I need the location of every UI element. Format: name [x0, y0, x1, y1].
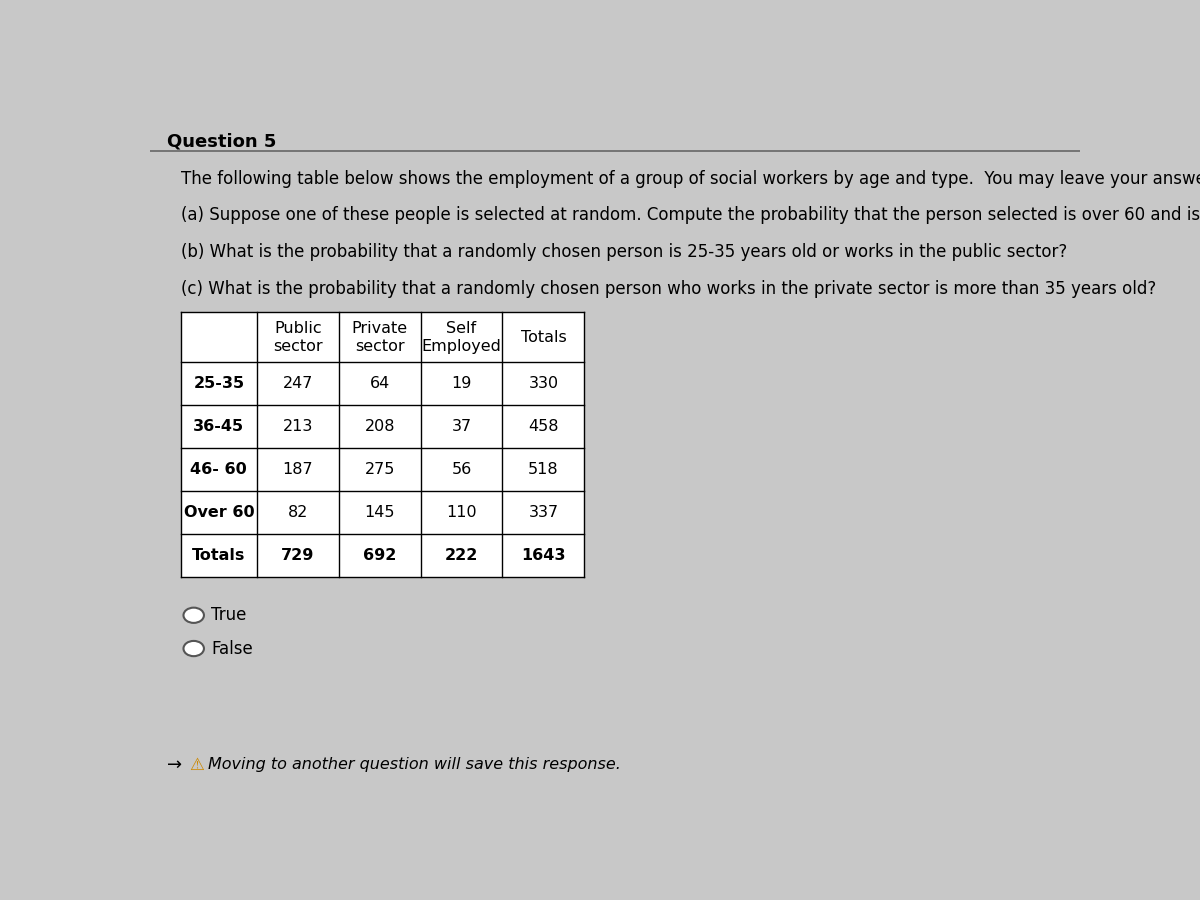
Text: 56: 56: [451, 463, 472, 477]
Text: 330: 330: [528, 376, 558, 392]
Text: 145: 145: [365, 505, 395, 520]
Text: 458: 458: [528, 419, 559, 435]
Text: 275: 275: [365, 463, 395, 477]
Text: →: →: [167, 756, 182, 774]
Text: 1643: 1643: [521, 548, 565, 563]
Text: 247: 247: [283, 376, 313, 392]
Text: ⚠: ⚠: [190, 756, 204, 774]
Text: Totals: Totals: [192, 548, 246, 563]
Text: (c) What is the probability that a randomly chosen person who works in the priva: (c) What is the probability that a rando…: [181, 280, 1156, 298]
Text: True: True: [211, 607, 247, 625]
Text: 213: 213: [283, 419, 313, 435]
Text: 692: 692: [364, 548, 396, 563]
Text: Over 60: Over 60: [184, 505, 254, 520]
Text: The following table below shows the employment of a group of social workers by a: The following table below shows the empl…: [181, 170, 1200, 188]
Text: 64: 64: [370, 376, 390, 392]
Text: 25-35: 25-35: [193, 376, 245, 392]
Circle shape: [184, 608, 204, 623]
Text: 37: 37: [451, 419, 472, 435]
Text: 222: 222: [445, 548, 479, 563]
Text: 208: 208: [365, 419, 395, 435]
Circle shape: [184, 641, 204, 656]
Text: Private
sector: Private sector: [352, 320, 408, 355]
Text: 518: 518: [528, 463, 559, 477]
Text: 187: 187: [282, 463, 313, 477]
Text: Question 5: Question 5: [167, 132, 276, 150]
Text: 19: 19: [451, 376, 472, 392]
Text: (a) Suppose one of these people is selected at random. Compute the probability t: (a) Suppose one of these people is selec…: [181, 206, 1200, 224]
Text: 82: 82: [288, 505, 308, 520]
Text: 110: 110: [446, 505, 476, 520]
Text: False: False: [211, 640, 253, 658]
Text: 36-45: 36-45: [193, 419, 245, 435]
Text: Self
Employed: Self Employed: [421, 320, 502, 355]
Text: (b) What is the probability that a randomly chosen person is 25-35 years old or : (b) What is the probability that a rando…: [181, 243, 1067, 261]
Text: 729: 729: [281, 548, 314, 563]
Text: 46- 60: 46- 60: [191, 463, 247, 477]
Text: Totals: Totals: [521, 330, 566, 345]
Bar: [181, 312, 584, 577]
Text: 337: 337: [528, 505, 558, 520]
Text: Moving to another question will save this response.: Moving to another question will save thi…: [208, 758, 620, 772]
Text: Public
sector: Public sector: [274, 320, 323, 355]
